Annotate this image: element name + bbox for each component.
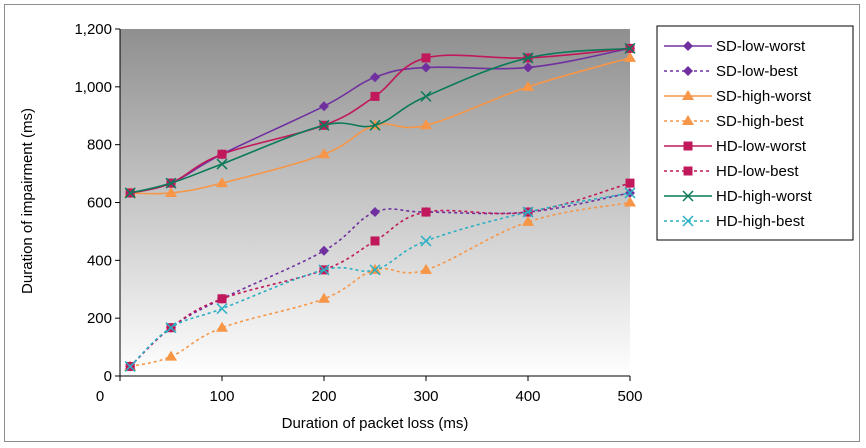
y-tick-label: 600	[87, 195, 112, 212]
data-point	[165, 322, 177, 334]
data-point	[318, 148, 330, 159]
legend-marker	[683, 66, 693, 76]
data-point	[369, 264, 381, 276]
legend-marker	[682, 115, 694, 125]
series-hd-high-worst	[124, 42, 636, 199]
data-point	[217, 149, 227, 159]
legend-item-hd-low-best: HD-low-best	[664, 163, 799, 180]
legend-marker	[683, 141, 693, 151]
x-tick-label: 100	[209, 388, 234, 405]
data-point	[318, 119, 330, 131]
legend-item-hd-high-best: HD-high-best	[664, 213, 805, 230]
axes: 0 200 400 600 800 1,000 1,200 0 100 200 300 400 500	[74, 21, 642, 405]
y-tick-label: 1,200	[74, 21, 112, 38]
data-point	[216, 158, 228, 170]
y-tick-label: 200	[87, 310, 112, 327]
legend-label: HD-high-best	[716, 213, 805, 230]
series-layer	[124, 42, 636, 372]
data-point	[624, 51, 636, 62]
legend-label: SD-low-worst	[716, 38, 806, 55]
data-point	[216, 321, 228, 332]
data-point	[370, 72, 380, 83]
y-tick-label: 800	[87, 137, 112, 154]
data-point	[217, 294, 227, 304]
x-axis-title: Duration of packet loss (ms)	[282, 415, 469, 432]
data-point	[624, 42, 636, 54]
x-tick-label: 200	[311, 388, 336, 405]
legend-label: HD-high-worst	[716, 188, 813, 205]
y-tick-label: 400	[87, 252, 112, 269]
data-point	[522, 206, 534, 218]
legend-label: SD-high-worst	[716, 88, 812, 105]
data-point	[319, 245, 329, 256]
legend-item-hd-low-worst: HD-low-worst	[664, 138, 807, 155]
data-point	[420, 263, 432, 274]
series-line-sd-high-best	[130, 201, 631, 368]
data-point	[318, 292, 330, 303]
data-point	[420, 235, 432, 247]
data-point	[369, 119, 381, 131]
data-point	[165, 186, 177, 197]
x-tick-label: 400	[515, 388, 540, 405]
legend: SD-low-worst SD-low-best SD-high-worst SD-h…	[664, 38, 813, 230]
x-tick-label: 500	[617, 388, 642, 405]
data-point	[421, 207, 431, 217]
y-tick-label: 1,000	[74, 79, 112, 96]
legend-box	[656, 25, 854, 241]
data-point	[420, 119, 432, 130]
legend-marker	[682, 215, 694, 227]
data-point	[216, 303, 228, 315]
data-point	[421, 62, 431, 73]
legend-item-sd-low-best: SD-low-best	[664, 63, 799, 80]
y-tick-label: 0	[104, 368, 112, 385]
data-point	[624, 187, 636, 199]
legend-label: HD-low-best	[716, 163, 799, 180]
legend-item-sd-low-worst: SD-low-worst	[664, 38, 806, 55]
data-point	[370, 207, 380, 218]
legend-marker	[683, 41, 693, 51]
data-point	[522, 80, 534, 91]
legend-item-hd-high-worst: HD-high-worst	[664, 188, 813, 205]
data-point	[319, 101, 329, 112]
x-tick-label: 300	[413, 388, 438, 405]
y-axis-title: Duration of impairment (ms)	[19, 108, 36, 294]
legend-label: SD-low-best	[716, 63, 799, 80]
data-point	[165, 350, 177, 361]
legend-item-sd-high-worst: SD-high-worst	[664, 88, 812, 105]
data-point	[216, 177, 228, 188]
data-point	[625, 178, 635, 188]
legend-marker	[683, 166, 693, 176]
data-point	[523, 62, 533, 73]
plot-area	[120, 29, 630, 376]
x-tick-label: 0	[96, 388, 104, 405]
legend-label: SD-high-best	[716, 113, 804, 130]
data-point	[318, 264, 330, 276]
data-point	[420, 90, 432, 102]
data-point	[522, 215, 534, 226]
data-point	[522, 52, 534, 64]
data-point	[624, 196, 636, 207]
data-point	[124, 187, 136, 199]
legend-marker	[682, 190, 694, 202]
legend-item-sd-high-best: SD-high-best	[664, 113, 804, 130]
legend-label: HD-low-worst	[716, 138, 807, 155]
data-point	[124, 360, 136, 372]
data-point	[370, 236, 380, 246]
data-point	[165, 177, 177, 189]
legend-marker	[682, 90, 694, 100]
data-point	[421, 53, 431, 63]
series-hd-high-best	[124, 187, 636, 372]
data-point	[370, 91, 380, 101]
